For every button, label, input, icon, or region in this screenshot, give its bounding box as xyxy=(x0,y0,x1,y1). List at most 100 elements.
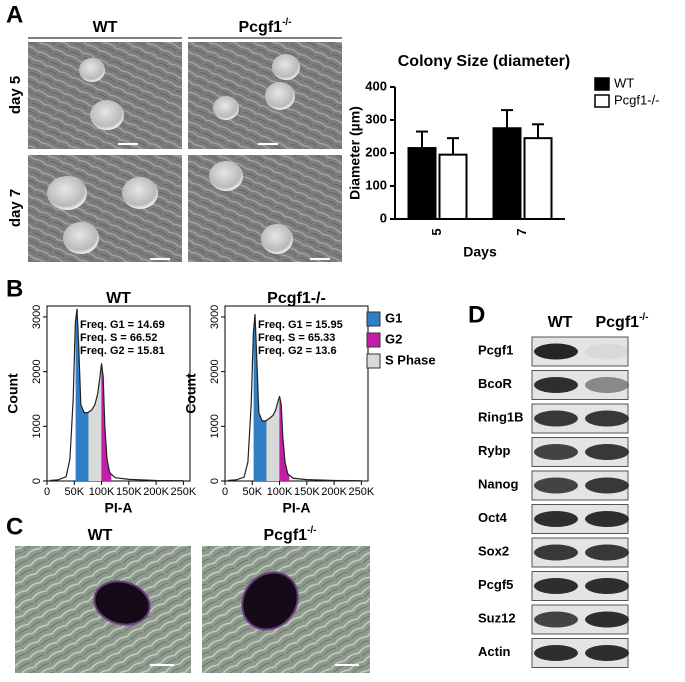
y-tick-label: 1000 xyxy=(31,414,43,438)
row-label: Oct4 xyxy=(478,510,508,525)
annotation: Freq. S = 66.52 xyxy=(80,332,157,344)
column-label: WT xyxy=(88,527,113,544)
x-tick-label: 50K xyxy=(64,486,84,498)
phase-area xyxy=(253,314,267,481)
row-label: Rybp xyxy=(478,443,511,458)
phase-area xyxy=(266,396,280,481)
y-tick-label: 3000 xyxy=(31,305,43,329)
histogram-line xyxy=(49,308,184,482)
x-tick-label: 150K xyxy=(116,486,142,498)
column-label: Pcgf1-/- xyxy=(238,17,291,37)
band xyxy=(585,544,629,561)
micrograph xyxy=(28,155,182,262)
bar xyxy=(523,137,553,220)
band xyxy=(534,544,578,561)
y-tick-label: 400 xyxy=(365,78,387,93)
legend-label: G2 xyxy=(385,331,402,346)
row-label: Pcgf1 xyxy=(478,342,513,357)
x-tick-label: 100K xyxy=(89,486,115,498)
x-tick-label: 200K xyxy=(321,486,347,498)
band xyxy=(585,444,629,460)
legend-swatch xyxy=(594,94,610,108)
band xyxy=(585,377,629,393)
band xyxy=(585,477,629,494)
x-tick-label: 50K xyxy=(242,486,262,498)
x-tick-label: 7 xyxy=(514,228,529,235)
row-label: Sox2 xyxy=(478,543,509,558)
band xyxy=(585,645,629,661)
y-tick-label: 300 xyxy=(365,111,387,126)
plot-frame xyxy=(46,305,191,482)
y-tick-label: 2000 xyxy=(31,359,43,383)
photo xyxy=(15,546,191,673)
bar xyxy=(438,153,468,220)
phase-area xyxy=(279,396,290,481)
chart-title: Colony Size (diameter) xyxy=(398,53,570,70)
row-label: Pcgf5 xyxy=(478,577,513,592)
y-tick-label: 0 xyxy=(380,210,387,225)
legend-label: S Phase xyxy=(385,352,436,367)
y-tick-label: 0 xyxy=(31,478,43,484)
band xyxy=(534,645,578,661)
panel-letter: C xyxy=(6,513,23,540)
micrograph xyxy=(188,155,342,262)
row-label: BcoR xyxy=(478,376,513,391)
bar xyxy=(407,147,437,220)
x-axis-label: PI-A xyxy=(283,500,311,516)
band xyxy=(534,410,578,427)
band xyxy=(585,611,629,628)
x-tick-label: 200K xyxy=(143,486,169,498)
panel-letter: A xyxy=(6,1,23,28)
y-axis-label: Diameter (µm) xyxy=(347,106,363,200)
legend-swatch xyxy=(594,77,610,91)
y-tick-label: 1000 xyxy=(209,414,221,438)
column-label: WT xyxy=(548,314,573,331)
annotation: Freq. G2 = 13.6 xyxy=(258,345,337,357)
micrograph xyxy=(28,42,182,149)
blots: Pcgf1 BcoR Ring1B Rybp Nanog Oct4 Sox2 Pcgf5 Suz… xyxy=(478,336,629,668)
row-label: Nanog xyxy=(478,476,519,491)
x-tick-label: 100K xyxy=(267,486,293,498)
micrograph xyxy=(188,42,342,149)
chart-title: Pcgf1-/- xyxy=(267,290,326,307)
y-tick-label: 3000 xyxy=(209,305,221,329)
band xyxy=(585,511,629,527)
y-axis-label: Count xyxy=(5,373,21,414)
column-label: Pcgf1-/- xyxy=(595,312,648,332)
annotation: Freq. G2 = 15.81 xyxy=(80,345,165,357)
row-label: Ring1B xyxy=(478,409,524,424)
y-tick-label: 2000 xyxy=(209,359,221,383)
panel-letter: D xyxy=(468,301,485,328)
row-label: Suz12 xyxy=(478,610,516,625)
band xyxy=(534,377,578,393)
legend-swatch xyxy=(366,353,381,369)
row-label: day 7 xyxy=(7,189,24,227)
band xyxy=(534,343,578,360)
x-tick-label: 0 xyxy=(222,486,228,498)
photo xyxy=(202,546,370,673)
x-tick-label: 250K xyxy=(349,486,375,498)
x-tick-label: 5 xyxy=(429,228,444,235)
band xyxy=(585,578,629,594)
band xyxy=(534,477,578,494)
x-tick-label: 0 xyxy=(44,486,50,498)
y-tick-label: 200 xyxy=(365,144,387,159)
column-label: Pcgf1-/- xyxy=(263,525,316,545)
x-tick-label: 150K xyxy=(294,486,320,498)
band xyxy=(585,410,629,427)
x-tick-label: 250K xyxy=(171,486,197,498)
legend-swatch xyxy=(366,311,381,327)
phase-area xyxy=(101,363,112,481)
band xyxy=(534,611,578,628)
annotation: Freq. S = 65.33 xyxy=(258,332,335,344)
row-label: Actin xyxy=(478,644,511,659)
legend-label: Pcgf1-/- xyxy=(614,92,660,107)
y-tick-label: 0 xyxy=(209,478,221,484)
x-axis-label: PI-A xyxy=(105,500,133,516)
annotation: Freq. G1 = 15.95 xyxy=(258,319,343,331)
y-tick-label: 100 xyxy=(365,177,387,192)
band xyxy=(585,343,629,360)
bar xyxy=(492,127,522,220)
legend-swatch xyxy=(366,332,381,348)
